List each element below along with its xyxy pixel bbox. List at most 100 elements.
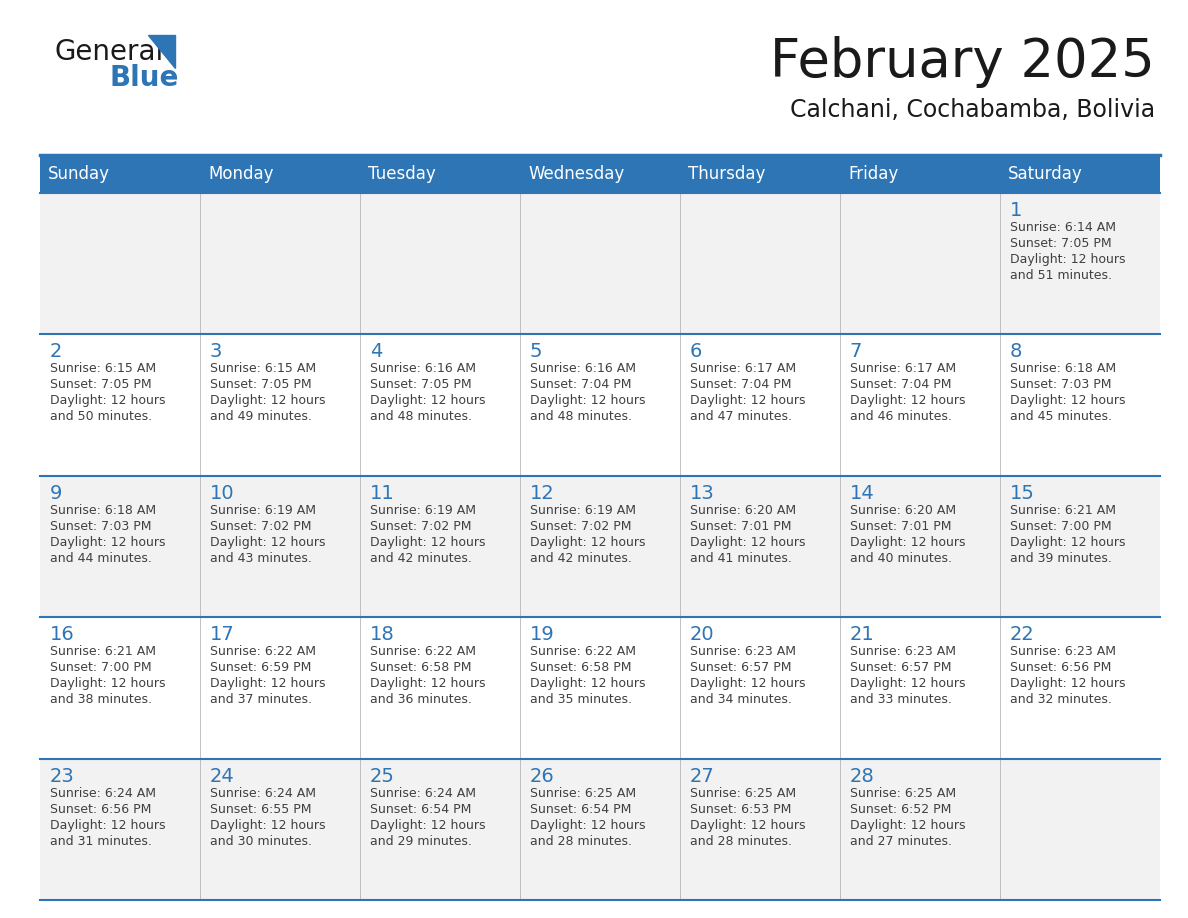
Text: 9: 9 [50, 484, 62, 503]
Text: Sunrise: 6:25 AM: Sunrise: 6:25 AM [530, 787, 636, 800]
Text: and 28 minutes.: and 28 minutes. [689, 834, 791, 847]
Bar [40, 476, 1159, 617]
Text: Sunset: 7:02 PM: Sunset: 7:02 PM [209, 520, 311, 532]
Bar [40, 155, 1159, 193]
Text: and 36 minutes.: and 36 minutes. [369, 693, 472, 706]
Text: Wednesday: Wednesday [527, 165, 624, 183]
Text: 16: 16 [50, 625, 75, 644]
Text: Sunrise: 6:23 AM: Sunrise: 6:23 AM [689, 645, 796, 658]
Text: and 51 minutes.: and 51 minutes. [1010, 269, 1112, 282]
Text: General: General [55, 38, 164, 66]
Text: and 35 minutes.: and 35 minutes. [530, 693, 632, 706]
Text: 4: 4 [369, 342, 383, 362]
Text: Sunset: 6:56 PM: Sunset: 6:56 PM [1010, 661, 1111, 674]
Text: Daylight: 12 hours: Daylight: 12 hours [530, 536, 645, 549]
Text: Sunset: 7:04 PM: Sunset: 7:04 PM [530, 378, 631, 391]
Text: Sunrise: 6:21 AM: Sunrise: 6:21 AM [50, 645, 156, 658]
Text: 19: 19 [530, 625, 555, 644]
Text: Sunrise: 6:22 AM: Sunrise: 6:22 AM [369, 645, 475, 658]
Text: Daylight: 12 hours: Daylight: 12 hours [530, 395, 645, 408]
Text: 25: 25 [369, 767, 394, 786]
Text: Daylight: 12 hours: Daylight: 12 hours [369, 819, 485, 832]
Text: Daylight: 12 hours: Daylight: 12 hours [50, 677, 165, 690]
Text: Sunset: 6:58 PM: Sunset: 6:58 PM [530, 661, 631, 674]
Text: February 2025: February 2025 [770, 36, 1155, 88]
Text: and 38 minutes.: and 38 minutes. [50, 693, 152, 706]
Text: 7: 7 [849, 342, 862, 362]
Text: Sunset: 6:54 PM: Sunset: 6:54 PM [530, 802, 631, 815]
Text: 26: 26 [530, 767, 555, 786]
Text: 10: 10 [209, 484, 234, 503]
Text: Sunset: 6:59 PM: Sunset: 6:59 PM [209, 661, 311, 674]
Text: Sunset: 6:56 PM: Sunset: 6:56 PM [50, 802, 151, 815]
Text: Sunrise: 6:24 AM: Sunrise: 6:24 AM [209, 787, 316, 800]
Text: Sunrise: 6:22 AM: Sunrise: 6:22 AM [209, 645, 316, 658]
Text: Sunset: 6:54 PM: Sunset: 6:54 PM [369, 802, 470, 815]
Text: and 47 minutes.: and 47 minutes. [689, 410, 791, 423]
Text: 18: 18 [369, 625, 394, 644]
Text: Sunset: 7:05 PM: Sunset: 7:05 PM [369, 378, 472, 391]
Text: Sunrise: 6:14 AM: Sunrise: 6:14 AM [1010, 221, 1116, 234]
Text: Sunrise: 6:19 AM: Sunrise: 6:19 AM [369, 504, 475, 517]
Text: 6: 6 [689, 342, 702, 362]
Text: 13: 13 [689, 484, 714, 503]
Text: and 45 minutes.: and 45 minutes. [1010, 410, 1112, 423]
Text: Sunset: 6:57 PM: Sunset: 6:57 PM [689, 661, 791, 674]
Text: 12: 12 [530, 484, 555, 503]
Text: and 33 minutes.: and 33 minutes. [849, 693, 952, 706]
Text: 17: 17 [209, 625, 234, 644]
Text: Sunrise: 6:22 AM: Sunrise: 6:22 AM [530, 645, 636, 658]
Text: 5: 5 [530, 342, 542, 362]
Text: and 29 minutes.: and 29 minutes. [369, 834, 472, 847]
Text: and 37 minutes.: and 37 minutes. [209, 693, 311, 706]
Text: and 30 minutes.: and 30 minutes. [209, 834, 311, 847]
Text: Sunrise: 6:17 AM: Sunrise: 6:17 AM [689, 363, 796, 375]
Text: Sunrise: 6:21 AM: Sunrise: 6:21 AM [1010, 504, 1116, 517]
Text: 20: 20 [689, 625, 714, 644]
Text: Daylight: 12 hours: Daylight: 12 hours [209, 536, 326, 549]
Text: Sunrise: 6:24 AM: Sunrise: 6:24 AM [369, 787, 475, 800]
Text: Daylight: 12 hours: Daylight: 12 hours [849, 536, 965, 549]
Text: Blue: Blue [109, 64, 178, 92]
Text: Daylight: 12 hours: Daylight: 12 hours [369, 395, 485, 408]
Bar [40, 334, 1159, 476]
Text: and 44 minutes.: and 44 minutes. [50, 552, 152, 565]
Text: 21: 21 [849, 625, 874, 644]
Text: Daylight: 12 hours: Daylight: 12 hours [1010, 253, 1125, 266]
Text: and 46 minutes.: and 46 minutes. [849, 410, 952, 423]
Text: 2: 2 [50, 342, 62, 362]
Text: Sunset: 7:03 PM: Sunset: 7:03 PM [50, 520, 151, 532]
Text: and 42 minutes.: and 42 minutes. [369, 552, 472, 565]
Text: Daylight: 12 hours: Daylight: 12 hours [209, 677, 326, 690]
Text: 3: 3 [209, 342, 222, 362]
Text: Calchani, Cochabamba, Bolivia: Calchani, Cochabamba, Bolivia [790, 98, 1155, 122]
Text: Sunrise: 6:24 AM: Sunrise: 6:24 AM [50, 787, 156, 800]
Text: Sunset: 7:01 PM: Sunset: 7:01 PM [849, 520, 952, 532]
Text: Daylight: 12 hours: Daylight: 12 hours [689, 536, 805, 549]
Text: Sunrise: 6:17 AM: Sunrise: 6:17 AM [849, 363, 955, 375]
Text: Friday: Friday [848, 165, 898, 183]
Text: Daylight: 12 hours: Daylight: 12 hours [849, 677, 965, 690]
Text: Sunset: 7:00 PM: Sunset: 7:00 PM [50, 661, 151, 674]
Text: Daylight: 12 hours: Daylight: 12 hours [50, 536, 165, 549]
Text: and 28 minutes.: and 28 minutes. [530, 834, 632, 847]
Text: 22: 22 [1010, 625, 1035, 644]
Text: Sunset: 7:04 PM: Sunset: 7:04 PM [849, 378, 952, 391]
Bar [40, 758, 1159, 900]
Text: Sunrise: 6:16 AM: Sunrise: 6:16 AM [530, 363, 636, 375]
Text: Sunrise: 6:25 AM: Sunrise: 6:25 AM [689, 787, 796, 800]
Text: Daylight: 12 hours: Daylight: 12 hours [1010, 395, 1125, 408]
Text: Tuesday: Tuesday [368, 165, 436, 183]
Text: and 34 minutes.: and 34 minutes. [689, 693, 791, 706]
Text: and 50 minutes.: and 50 minutes. [50, 410, 152, 423]
Text: Sunrise: 6:18 AM: Sunrise: 6:18 AM [50, 504, 156, 517]
Text: Sunrise: 6:23 AM: Sunrise: 6:23 AM [1010, 645, 1116, 658]
Text: and 48 minutes.: and 48 minutes. [369, 410, 472, 423]
Text: 14: 14 [849, 484, 874, 503]
Text: and 31 minutes.: and 31 minutes. [50, 834, 152, 847]
Text: 24: 24 [209, 767, 234, 786]
Text: Daylight: 12 hours: Daylight: 12 hours [689, 395, 805, 408]
Text: Saturday: Saturday [1007, 165, 1082, 183]
Text: Sunset: 7:00 PM: Sunset: 7:00 PM [1010, 520, 1111, 532]
Text: 15: 15 [1010, 484, 1035, 503]
